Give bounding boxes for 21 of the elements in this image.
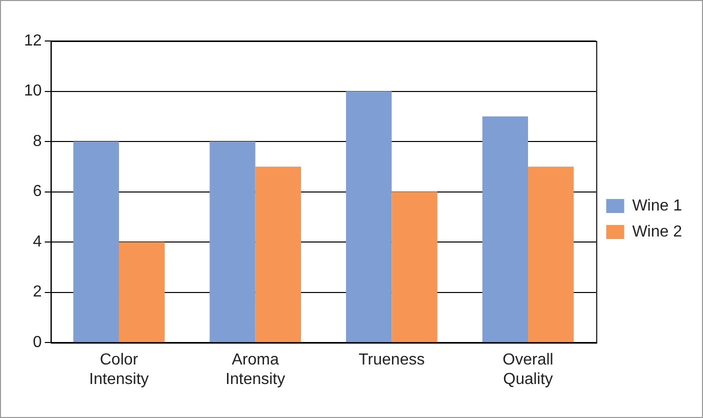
y-tick-label: 10 bbox=[24, 82, 42, 100]
y-tick-label: 0 bbox=[32, 334, 42, 352]
bar bbox=[210, 142, 256, 342]
legend-label: Wine 2 bbox=[632, 223, 682, 240]
x-tick-label: Overall Quality bbox=[502, 352, 554, 388]
y-tick-label: 4 bbox=[32, 233, 42, 250]
y-tick-label: 12 bbox=[24, 32, 42, 50]
x-tick-label: Aroma Intensity bbox=[226, 352, 286, 388]
bar bbox=[528, 166, 574, 342]
bar bbox=[118, 242, 165, 342]
bar bbox=[392, 192, 438, 342]
x-tick-label: Color Intensity bbox=[89, 352, 149, 388]
bar bbox=[255, 166, 301, 342]
y-tick-label: 6 bbox=[32, 183, 42, 200]
bar bbox=[346, 91, 392, 342]
bar bbox=[73, 142, 119, 342]
bar bbox=[482, 116, 528, 342]
y-tick-label: 8 bbox=[32, 132, 42, 150]
y-tick-label: 2 bbox=[32, 284, 42, 301]
x-tick-label: Trueness bbox=[358, 352, 425, 369]
legend-label: Wine 1 bbox=[632, 197, 682, 214]
